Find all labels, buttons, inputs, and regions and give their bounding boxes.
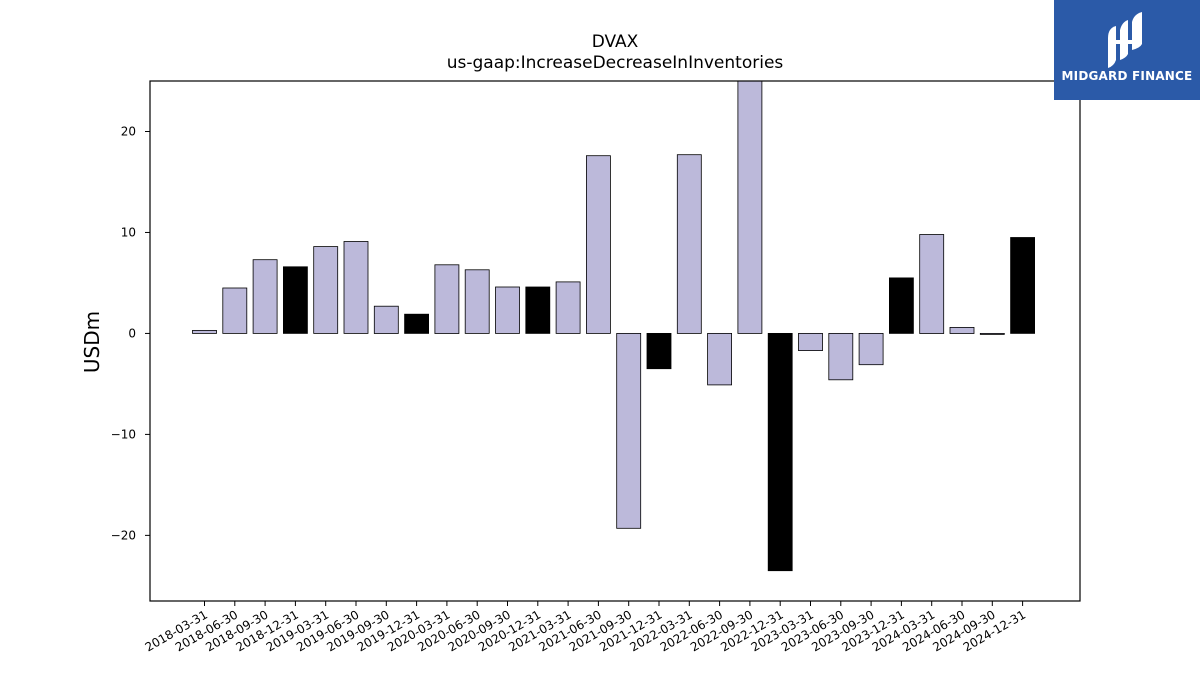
y-axis: −20 −10 0 10 20 <box>111 124 150 542</box>
bar-2018-09-30 <box>252 259 278 334</box>
bar-2021-12-31 <box>646 332 672 370</box>
bar-2020-12-31 <box>525 286 551 334</box>
bar-2022-03-31 <box>676 154 702 334</box>
bar-2023-03-31 <box>798 332 823 351</box>
bar-2018-03-31 <box>192 329 217 334</box>
bar-2023-12-31 <box>889 277 914 334</box>
bar-2024-03-31 <box>919 234 945 334</box>
bar-2023-09-30 <box>858 332 884 366</box>
bar-2018-12-31 <box>282 266 308 334</box>
bar-2021-09-30 <box>616 332 642 529</box>
bar-2023-06-30 <box>828 332 854 381</box>
bars-group <box>192 80 1035 572</box>
bar-2021-03-31 <box>555 281 581 334</box>
logo-mark-icon <box>1108 12 1142 68</box>
bar-2022-06-30 <box>707 332 732 386</box>
bar-2019-09-30 <box>373 305 399 334</box>
bar-2018-06-30 <box>222 287 248 334</box>
chart-title: DVAX <box>591 32 639 52</box>
bar-2019-03-31 <box>313 246 339 334</box>
bar-2020-06-30 <box>464 269 490 334</box>
chart-subtitle: us-gaap:IncreaseDecreaseInInventories <box>446 53 784 73</box>
bar-2019-06-30 <box>343 241 369 334</box>
bar-2022-12-31 <box>767 332 793 572</box>
bar-2020-09-30 <box>495 286 520 334</box>
x-axis: 2018-03-312018-06-302018-09-302018-12-31… <box>143 601 1028 654</box>
y-tick-label: 10 <box>121 225 136 239</box>
y-tick-label: 20 <box>121 124 136 138</box>
logo-text: MIDGARD FINANCE <box>1061 69 1193 83</box>
bar-2024-09-30 <box>979 332 1005 335</box>
bar-2024-12-31 <box>1010 237 1035 334</box>
bar-2024-06-30 <box>949 326 975 334</box>
bar-2021-06-30 <box>586 155 611 334</box>
y-axis-label: USDm <box>80 310 104 374</box>
bar-2019-12-31 <box>404 313 430 334</box>
bar-2020-03-31 <box>434 264 460 334</box>
y-tick-label: −20 <box>111 528 136 542</box>
bar-2022-09-30 <box>737 80 763 334</box>
brand-logo: MIDGARD FINANCE <box>1054 0 1200 100</box>
plot-frame <box>149 80 1081 602</box>
y-tick-label: 0 <box>128 326 136 340</box>
y-tick-label: −10 <box>111 427 136 441</box>
